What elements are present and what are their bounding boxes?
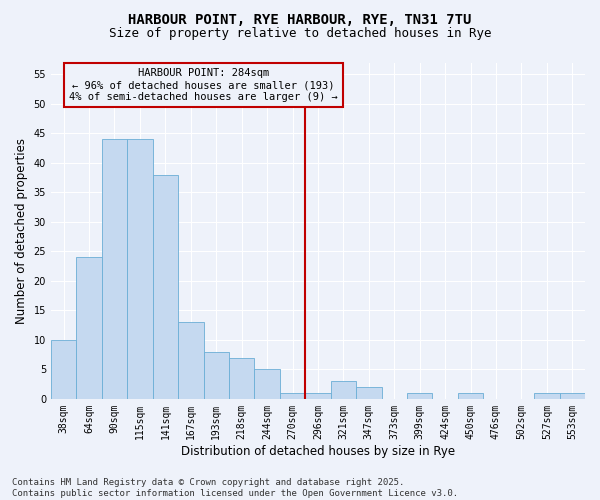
Bar bbox=[280, 393, 305, 399]
Bar bbox=[76, 257, 102, 399]
Bar bbox=[178, 322, 203, 399]
Bar bbox=[458, 393, 483, 399]
X-axis label: Distribution of detached houses by size in Rye: Distribution of detached houses by size … bbox=[181, 444, 455, 458]
Text: Size of property relative to detached houses in Rye: Size of property relative to detached ho… bbox=[109, 28, 491, 40]
Bar bbox=[305, 393, 331, 399]
Bar bbox=[102, 139, 127, 399]
Text: HARBOUR POINT, RYE HARBOUR, RYE, TN31 7TU: HARBOUR POINT, RYE HARBOUR, RYE, TN31 7T… bbox=[128, 12, 472, 26]
Bar bbox=[203, 352, 229, 399]
Bar bbox=[51, 340, 76, 399]
Text: HARBOUR POINT: 284sqm
← 96% of detached houses are smaller (193)
4% of semi-deta: HARBOUR POINT: 284sqm ← 96% of detached … bbox=[69, 68, 338, 102]
Bar bbox=[152, 174, 178, 399]
Bar bbox=[254, 370, 280, 399]
Y-axis label: Number of detached properties: Number of detached properties bbox=[15, 138, 28, 324]
Bar bbox=[534, 393, 560, 399]
Bar bbox=[407, 393, 433, 399]
Bar bbox=[331, 381, 356, 399]
Bar bbox=[229, 358, 254, 399]
Bar bbox=[127, 139, 152, 399]
Bar bbox=[560, 393, 585, 399]
Text: Contains HM Land Registry data © Crown copyright and database right 2025.
Contai: Contains HM Land Registry data © Crown c… bbox=[12, 478, 458, 498]
Bar bbox=[356, 387, 382, 399]
